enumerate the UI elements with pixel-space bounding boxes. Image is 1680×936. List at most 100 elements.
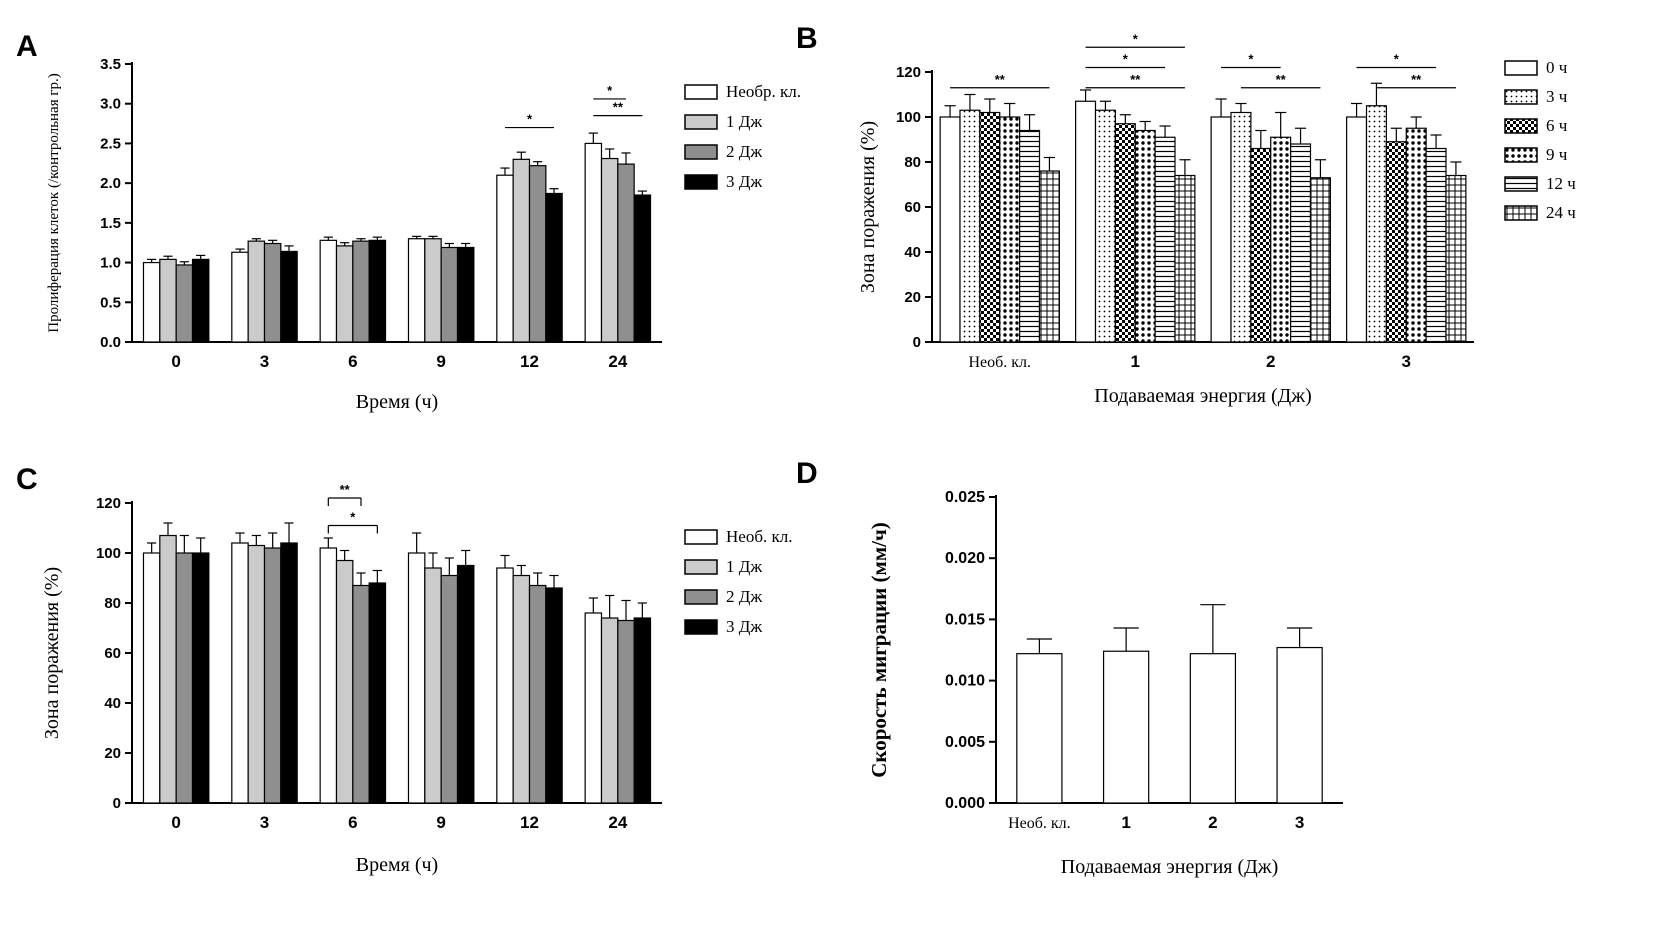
- legend-item: 2 Дж: [684, 142, 801, 162]
- legend-item: 12 ч: [1504, 174, 1576, 194]
- legend-swatch: [684, 619, 718, 635]
- legend-label: 0 ч: [1546, 58, 1568, 77]
- svg-text:*: *: [1133, 31, 1139, 46]
- svg-text:**: **: [1130, 72, 1141, 87]
- chart-D-holder: 0.000 0.005 0.010 0.015 0.020 0.025 Необ. кл. 1…: [856, 459, 1391, 892]
- chart-B-holder: 0 20 40 60 80 100 120 Необ. кл. 1 2 3 Подаваемая эн…: [852, 14, 1482, 421]
- panel-label-A: A: [16, 30, 38, 63]
- svg-text:0.005: 0.005: [945, 734, 985, 751]
- bar-chart-C: 0 20 40 60 80 100 120 0 3 6 9 12 24 Время (ч) Зона пор…: [41, 482, 662, 876]
- svg-text:1.5: 1.5: [100, 215, 121, 232]
- svg-text:0: 0: [171, 813, 180, 832]
- svg-text:2: 2: [1266, 352, 1275, 371]
- legend-label: 9 ч: [1546, 145, 1568, 164]
- bar-chart-D: 0.000 0.005 0.010 0.015 0.020 0.025 Необ. кл. 1…: [867, 489, 1343, 878]
- svg-text:Время (ч): Время (ч): [356, 854, 438, 876]
- svg-text:0.015: 0.015: [945, 611, 985, 628]
- svg-text:1: 1: [1131, 352, 1140, 371]
- legend-item: Необр. кл.: [684, 82, 801, 102]
- svg-text:80: 80: [904, 154, 921, 171]
- legend-label: 2 Дж: [726, 587, 763, 606]
- legend-swatch: [684, 529, 718, 545]
- svg-text:120: 120: [896, 64, 921, 81]
- svg-text:60: 60: [904, 199, 921, 216]
- legend-label: 3 ч: [1546, 87, 1568, 106]
- legend-label: Необр. кл.: [726, 82, 801, 101]
- svg-text:0.000: 0.000: [945, 795, 985, 812]
- chart-A-holder: 0.0 0.5 1.0 1.5 2.0 2.5 3.0 3.5 0 3 6 9 12 24 Время (ч…: [34, 22, 674, 427]
- svg-text:Время (ч): Время (ч): [356, 391, 438, 413]
- legend-label: 3 Дж: [726, 617, 763, 636]
- svg-text:3: 3: [1295, 813, 1304, 832]
- svg-text:24: 24: [608, 352, 627, 371]
- legend-swatch: [684, 174, 718, 190]
- legend-swatch: [684, 589, 718, 605]
- svg-text:Зона поражения (%): Зона поражения (%): [857, 121, 879, 293]
- panel-label-C: C: [16, 463, 38, 496]
- legend-item: 1 Дж: [684, 112, 801, 132]
- panel-B: B 0 20 40 60 80 100 120 Необ. кл. 1 2 3 Подаваемая …: [790, 0, 1680, 455]
- svg-text:24: 24: [608, 813, 627, 832]
- svg-text:40: 40: [904, 244, 921, 261]
- svg-text:0: 0: [113, 795, 121, 812]
- panel-C: C 0 20 40 60 80 100 120 0 3 6 9 12 24 Время (ч) Зона п…: [0, 455, 792, 936]
- svg-text:*: *: [350, 510, 356, 525]
- legend-label: 6 ч: [1546, 116, 1568, 135]
- legend-item: 9 ч: [1504, 145, 1576, 165]
- legend-label: 12 ч: [1546, 174, 1576, 193]
- legend-item: 2 Дж: [684, 587, 792, 607]
- legend-item: 0 ч: [1504, 58, 1576, 78]
- legend-item: 24 ч: [1504, 203, 1576, 223]
- svg-text:3: 3: [260, 352, 269, 371]
- svg-text:0: 0: [913, 334, 921, 351]
- legend-swatch: [1504, 60, 1538, 76]
- legend-label: Необ. кл.: [726, 527, 793, 546]
- svg-text:2.0: 2.0: [100, 175, 121, 192]
- legend-label: 1 Дж: [726, 112, 763, 131]
- svg-text:Необ. кл.: Необ. кл.: [968, 354, 1031, 371]
- svg-text:3: 3: [1402, 352, 1411, 371]
- legend-item: 3 Дж: [684, 172, 801, 192]
- svg-text:6: 6: [348, 352, 357, 371]
- svg-text:3: 3: [260, 813, 269, 832]
- legend-swatch: [1504, 118, 1538, 134]
- legend-item: Необ. кл.: [684, 527, 792, 547]
- svg-text:Зона поражения (%): Зона поражения (%): [41, 567, 63, 739]
- legend-swatch: [1504, 176, 1538, 192]
- svg-text:Скорость миграции (мм/ч): Скорость миграции (мм/ч): [867, 522, 891, 778]
- svg-text:*: *: [1394, 52, 1400, 67]
- svg-text:40: 40: [104, 695, 121, 712]
- svg-text:Подаваемая энергия (Дж): Подаваемая энергия (Дж): [1094, 385, 1312, 407]
- panel-label-B: B: [796, 22, 818, 55]
- svg-text:1: 1: [1121, 813, 1130, 832]
- svg-text:1.0: 1.0: [100, 255, 121, 272]
- svg-text:**: **: [613, 100, 624, 115]
- svg-text:0.010: 0.010: [945, 673, 985, 690]
- svg-text:100: 100: [96, 545, 121, 562]
- svg-text:2: 2: [1208, 813, 1217, 832]
- svg-text:0.025: 0.025: [945, 489, 985, 506]
- svg-text:3.0: 3.0: [100, 96, 121, 113]
- svg-text:120: 120: [96, 495, 121, 512]
- legend-swatch: [684, 114, 718, 130]
- legend-swatch: [1504, 89, 1538, 105]
- legend-swatch: [1504, 205, 1538, 221]
- svg-text:12: 12: [520, 813, 539, 832]
- svg-text:*: *: [527, 112, 533, 127]
- svg-text:*: *: [1123, 52, 1129, 67]
- svg-text:80: 80: [104, 595, 121, 612]
- legend-C: Необ. кл. 1 Дж 2 Дж 3 Дж: [684, 527, 792, 637]
- bar-chart-B: 0 20 40 60 80 100 120 Необ. кл. 1 2 3 Подаваемая эн…: [857, 31, 1474, 407]
- svg-text:**: **: [995, 72, 1006, 87]
- legend-swatch: [684, 84, 718, 100]
- svg-text:2.5: 2.5: [100, 135, 121, 152]
- svg-text:9: 9: [436, 352, 445, 371]
- chart-C-holder: 0 20 40 60 80 100 120 0 3 6 9 12 24 Время (ч) Зона пор…: [34, 457, 674, 890]
- svg-text:*: *: [1248, 52, 1254, 67]
- legend-A: Необр. кл. 1 Дж 2 Дж 3 Дж: [684, 82, 801, 192]
- svg-text:100: 100: [896, 109, 921, 126]
- svg-text:9: 9: [436, 813, 445, 832]
- legend-label: 24 ч: [1546, 203, 1576, 222]
- legend-swatch: [684, 144, 718, 160]
